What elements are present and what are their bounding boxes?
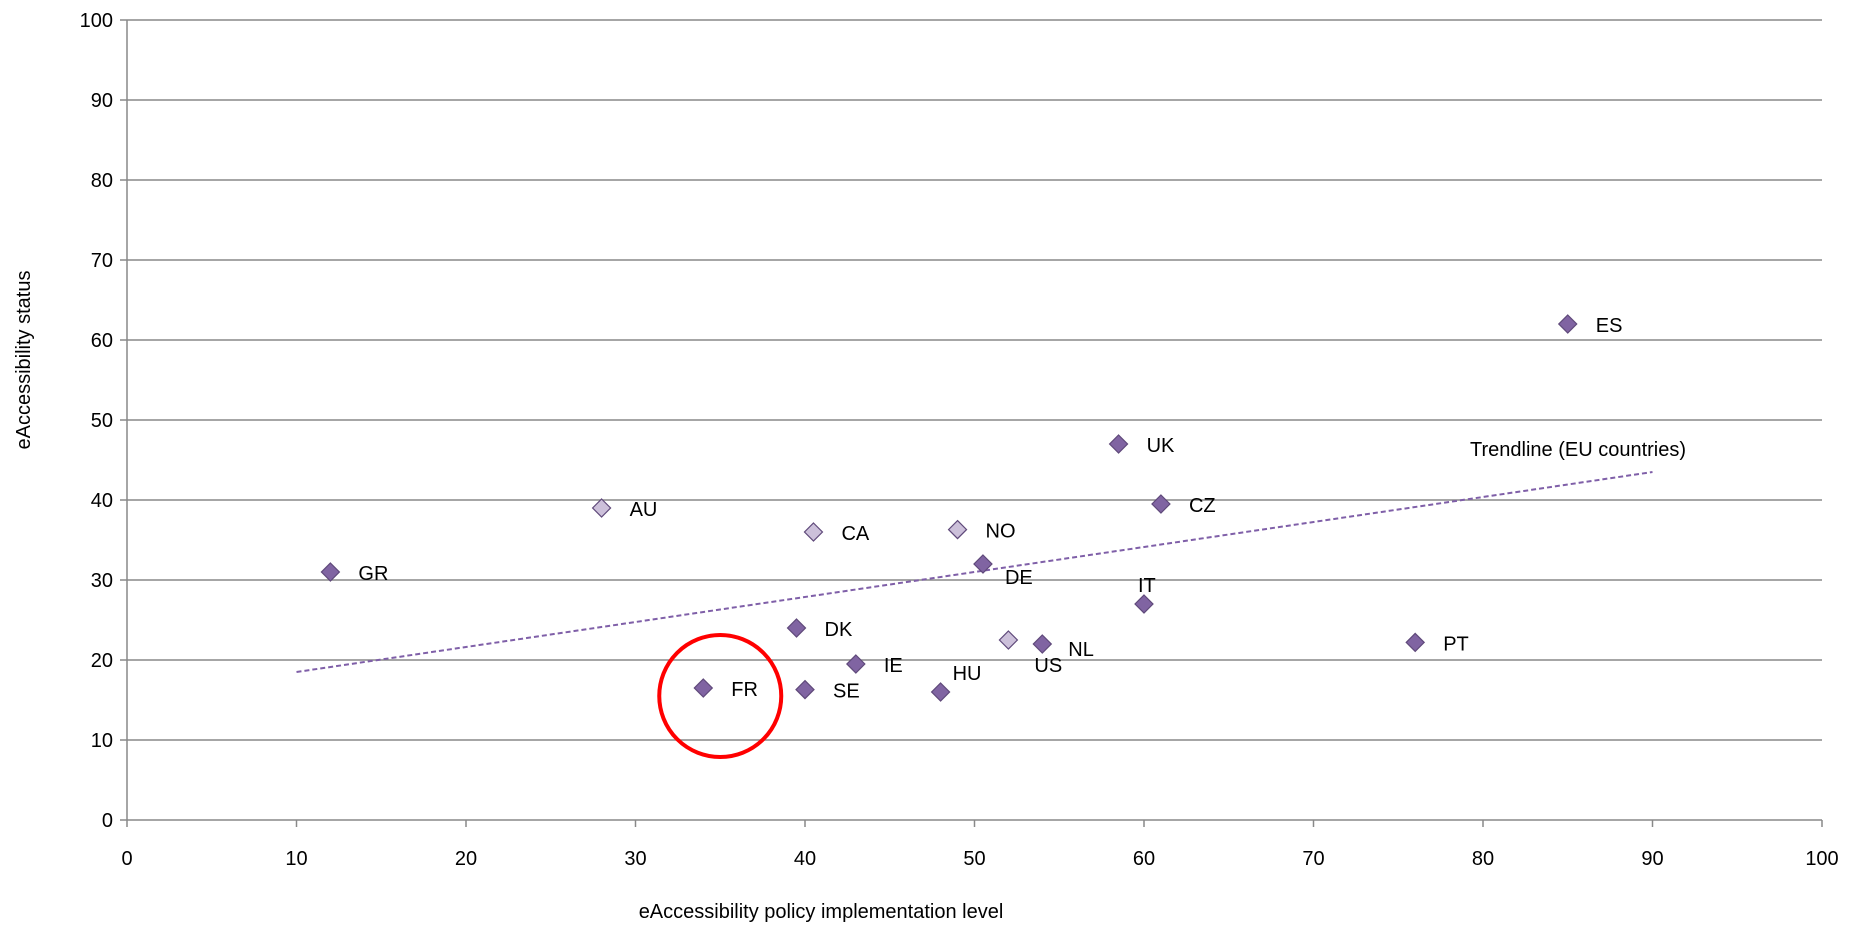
trendline-label: Trendline (EU countries): [1470, 439, 1686, 461]
data-point-au: [591, 498, 612, 518]
highlight-circle: [657, 633, 784, 759]
point-label-uk: UK: [1147, 435, 1175, 457]
y-tick-label: 100: [80, 10, 113, 32]
data-point-es: [1557, 314, 1578, 334]
x-tick-label: 0: [121, 848, 132, 870]
x-tick-label: 70: [1302, 848, 1324, 870]
highlight-group: [657, 633, 784, 759]
point-label-cz: CZ: [1189, 495, 1216, 517]
y-axis-title: eAccessibility status: [13, 271, 35, 450]
point-label-pt: PT: [1443, 633, 1469, 655]
point-label-se: SE: [833, 681, 860, 703]
data-point-ie: [846, 654, 866, 674]
point-label-dk: DK: [825, 619, 853, 641]
point-label-au: AU: [630, 499, 658, 521]
y-tick-label: 0: [102, 810, 113, 832]
point-label-it: IT: [1138, 575, 1156, 597]
x-tick-label: 30: [624, 848, 646, 870]
gridlines: [127, 19, 1822, 741]
x-axis-title: eAccessibility policy implementation lev…: [639, 901, 1004, 923]
data-points: [320, 314, 1578, 702]
x-tick-label: 80: [1472, 848, 1494, 870]
data-point-us: [998, 630, 1019, 650]
data-point-uk: [1108, 434, 1129, 454]
x-tick-label: 10: [285, 848, 307, 870]
y-tick-label: 50: [91, 410, 113, 432]
data-point-ca: [803, 522, 824, 542]
y-tick-label: 40: [91, 490, 113, 512]
point-label-ie: IE: [884, 655, 903, 677]
y-tick-label: 60: [91, 330, 113, 352]
x-tick-labels: 0 10 20 30 40 50 60 70 80 90 100: [121, 848, 1838, 870]
data-point-cz: [1151, 494, 1171, 514]
data-point-it: [1134, 594, 1154, 614]
y-tick-label: 90: [91, 90, 113, 112]
y-tick-label: 10: [91, 730, 113, 752]
y-tick-label: 30: [91, 570, 113, 592]
data-point-hu: [930, 682, 951, 702]
y-tick-label: 80: [91, 170, 113, 192]
axes: [120, 19, 1823, 827]
point-label-no: NO: [986, 521, 1016, 543]
y-tick-label: 70: [91, 250, 113, 272]
x-tick-label: 50: [963, 848, 985, 870]
data-point-dk: [786, 618, 807, 638]
y-tick-label: 20: [91, 650, 113, 672]
data-point-de: [973, 554, 993, 574]
point-labels: GR FR DK SE IE HU DE NL UK IT CZ PT ES AU CA NO US: [358, 315, 1622, 703]
x-tick-label: 40: [794, 848, 816, 870]
point-label-gr: GR: [358, 563, 388, 585]
data-point-se: [795, 679, 815, 700]
point-label-ca: CA: [841, 523, 869, 545]
x-tick-label: 60: [1133, 848, 1155, 870]
data-point-nl: [1032, 634, 1053, 654]
trendline: [296, 471, 1653, 673]
point-label-de: DE: [1005, 567, 1033, 589]
x-tick-label: 90: [1641, 848, 1663, 870]
point-label-es: ES: [1596, 315, 1623, 337]
data-point-gr: [320, 562, 341, 582]
data-point-fr: [693, 678, 714, 698]
point-label-nl: NL: [1068, 639, 1094, 661]
y-tick-labels: 0 10 20 30 40 50 60 70 80 90 100: [80, 10, 113, 832]
data-point-no: [947, 519, 968, 540]
data-point-pt: [1405, 632, 1426, 653]
x-tick-label: 100: [1805, 848, 1838, 870]
point-label-fr: FR: [731, 679, 758, 701]
point-label-us: US: [1034, 655, 1062, 677]
trendline-group: [296, 471, 1653, 673]
x-tick-label: 20: [455, 848, 477, 870]
point-label-hu: HU: [953, 663, 982, 685]
